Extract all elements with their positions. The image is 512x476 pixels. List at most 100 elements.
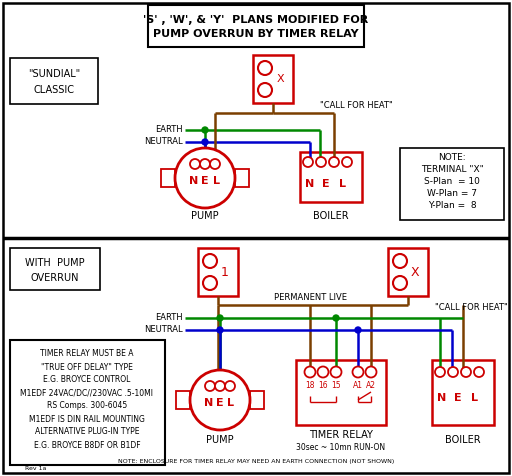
Text: E: E bbox=[322, 179, 330, 189]
Text: PUMP OVERRUN BY TIMER RELAY: PUMP OVERRUN BY TIMER RELAY bbox=[153, 29, 359, 39]
Bar bbox=[148, 5, 364, 47]
Circle shape bbox=[333, 315, 339, 321]
Circle shape bbox=[217, 327, 223, 333]
Circle shape bbox=[317, 367, 329, 377]
Text: TERMINAL "X": TERMINAL "X" bbox=[421, 166, 483, 175]
Text: TIMER RELAY: TIMER RELAY bbox=[309, 430, 373, 440]
Text: 18: 18 bbox=[305, 381, 315, 390]
Text: PERMANENT LIVE: PERMANENT LIVE bbox=[273, 294, 347, 303]
Text: A1: A1 bbox=[353, 381, 363, 390]
Circle shape bbox=[316, 157, 326, 167]
Circle shape bbox=[355, 327, 361, 333]
Bar bbox=[10, 248, 100, 290]
Circle shape bbox=[203, 276, 217, 290]
Text: L: L bbox=[227, 398, 234, 408]
Text: E: E bbox=[216, 398, 224, 408]
Circle shape bbox=[200, 159, 210, 169]
Bar bbox=[176, 391, 190, 409]
Bar bbox=[253, 55, 293, 103]
Circle shape bbox=[217, 315, 223, 321]
Bar bbox=[198, 248, 238, 296]
Text: L: L bbox=[212, 176, 220, 186]
Circle shape bbox=[303, 157, 313, 167]
Text: NEUTRAL: NEUTRAL bbox=[144, 326, 183, 335]
Circle shape bbox=[258, 83, 272, 97]
Bar bbox=[235, 169, 249, 187]
Circle shape bbox=[202, 127, 208, 133]
Text: X: X bbox=[411, 266, 419, 278]
Text: TIMER RELAY MUST BE A: TIMER RELAY MUST BE A bbox=[40, 349, 134, 358]
Bar bbox=[10, 340, 165, 465]
Text: L: L bbox=[471, 393, 478, 403]
Bar bbox=[10, 58, 98, 104]
Text: NOTE:: NOTE: bbox=[438, 153, 466, 162]
Circle shape bbox=[352, 367, 364, 377]
Circle shape bbox=[202, 139, 208, 145]
Text: 30sec ~ 10mn RUN-ON: 30sec ~ 10mn RUN-ON bbox=[296, 443, 386, 452]
Text: E: E bbox=[201, 176, 209, 186]
Text: 'S' , 'W', & 'Y'  PLANS MODIFIED FOR: 'S' , 'W', & 'Y' PLANS MODIFIED FOR bbox=[143, 15, 369, 25]
Text: N: N bbox=[305, 179, 315, 189]
Bar bbox=[161, 169, 175, 187]
Bar bbox=[296, 360, 386, 425]
Text: M1EDF 24VAC/DC//230VAC .5-10MI: M1EDF 24VAC/DC//230VAC .5-10MI bbox=[20, 388, 154, 397]
Circle shape bbox=[435, 367, 445, 377]
Text: "CALL FOR HEAT": "CALL FOR HEAT" bbox=[435, 303, 508, 311]
Text: A2: A2 bbox=[366, 381, 376, 390]
Bar bbox=[432, 360, 494, 425]
Text: N: N bbox=[204, 398, 214, 408]
Text: NEUTRAL: NEUTRAL bbox=[144, 138, 183, 147]
Text: RS Comps. 300-6045: RS Comps. 300-6045 bbox=[47, 401, 127, 410]
Text: WITH  PUMP: WITH PUMP bbox=[25, 258, 85, 268]
Circle shape bbox=[331, 367, 342, 377]
Text: 16: 16 bbox=[318, 381, 328, 390]
Text: N: N bbox=[189, 176, 199, 186]
Text: ALTERNATIVE PLUG-IN TYPE: ALTERNATIVE PLUG-IN TYPE bbox=[35, 427, 139, 436]
Circle shape bbox=[393, 254, 407, 268]
Text: M1EDF IS DIN RAIL MOUNTING: M1EDF IS DIN RAIL MOUNTING bbox=[29, 415, 145, 424]
Circle shape bbox=[305, 367, 315, 377]
Circle shape bbox=[203, 254, 217, 268]
Text: NOTE: ENCLOSURE FOR TIMER RELAY MAY NEED AN EARTH CONNECTION (NOT SHOWN): NOTE: ENCLOSURE FOR TIMER RELAY MAY NEED… bbox=[118, 459, 394, 465]
Text: E.G. BROYCE B8DF OR B1DF: E.G. BROYCE B8DF OR B1DF bbox=[34, 440, 140, 449]
Text: OVERRUN: OVERRUN bbox=[31, 273, 79, 283]
Bar bbox=[250, 391, 264, 409]
Text: Y-Plan =  8: Y-Plan = 8 bbox=[428, 201, 476, 210]
Text: "CALL FOR HEAT": "CALL FOR HEAT" bbox=[320, 101, 393, 110]
Bar bbox=[300, 152, 362, 202]
Circle shape bbox=[258, 61, 272, 75]
Bar bbox=[400, 148, 504, 220]
Text: BOILER: BOILER bbox=[445, 435, 481, 445]
Circle shape bbox=[225, 381, 235, 391]
Text: PUMP: PUMP bbox=[206, 435, 234, 445]
Text: "TRUE OFF DELAY" TYPE: "TRUE OFF DELAY" TYPE bbox=[41, 363, 133, 371]
Circle shape bbox=[366, 367, 376, 377]
Circle shape bbox=[393, 276, 407, 290]
Circle shape bbox=[461, 367, 471, 377]
Circle shape bbox=[190, 159, 200, 169]
Text: BOILER: BOILER bbox=[313, 211, 349, 221]
Text: EARTH: EARTH bbox=[155, 314, 183, 323]
Circle shape bbox=[448, 367, 458, 377]
Circle shape bbox=[342, 157, 352, 167]
Text: X: X bbox=[276, 74, 284, 84]
Text: Rev 1a: Rev 1a bbox=[25, 466, 47, 470]
Text: "SUNDIAL": "SUNDIAL" bbox=[28, 69, 80, 79]
Circle shape bbox=[215, 381, 225, 391]
Text: W-Plan = 7: W-Plan = 7 bbox=[427, 189, 477, 198]
Text: E.G. BROYCE CONTROL: E.G. BROYCE CONTROL bbox=[44, 376, 131, 385]
Circle shape bbox=[474, 367, 484, 377]
Circle shape bbox=[329, 157, 339, 167]
Text: CLASSIC: CLASSIC bbox=[33, 85, 75, 95]
Text: N: N bbox=[437, 393, 446, 403]
Text: 1: 1 bbox=[221, 266, 229, 278]
Text: E: E bbox=[454, 393, 462, 403]
Text: EARTH: EARTH bbox=[155, 126, 183, 135]
Text: S-Plan  = 10: S-Plan = 10 bbox=[424, 178, 480, 187]
Text: 15: 15 bbox=[331, 381, 341, 390]
Text: L: L bbox=[338, 179, 346, 189]
Circle shape bbox=[175, 148, 235, 208]
Text: PUMP: PUMP bbox=[191, 211, 219, 221]
Circle shape bbox=[205, 381, 215, 391]
Circle shape bbox=[210, 159, 220, 169]
